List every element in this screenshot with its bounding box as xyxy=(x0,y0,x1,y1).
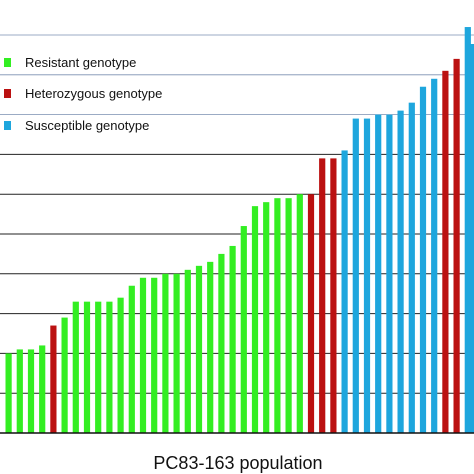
bar xyxy=(16,349,23,433)
bar xyxy=(453,58,460,433)
bar xyxy=(352,118,359,433)
legend-label-heterozygous: Heterozygous genotype xyxy=(25,86,162,101)
bar xyxy=(72,301,79,433)
legend-item-heterozygous: Heterozygous genotype xyxy=(4,86,162,101)
x-axis-label: PC83-163 population xyxy=(153,453,322,473)
bar xyxy=(431,78,438,433)
bar xyxy=(83,301,91,433)
gridlines xyxy=(0,34,474,394)
bar xyxy=(5,353,12,433)
legend-label-resistant: Resistant genotype xyxy=(25,55,136,70)
bar xyxy=(274,198,281,433)
bar xyxy=(285,198,292,433)
bar xyxy=(442,70,449,433)
bar xyxy=(341,150,348,434)
bar xyxy=(408,102,415,433)
bar xyxy=(419,86,427,434)
legend: Resistant genotype Heterozygous genotype… xyxy=(4,55,162,133)
bar xyxy=(173,273,180,433)
bar xyxy=(330,158,337,433)
bar xyxy=(296,194,303,433)
bar xyxy=(319,158,326,433)
legend-item-resistant: Resistant genotype xyxy=(4,55,136,70)
bar xyxy=(263,202,270,433)
bar xyxy=(95,301,102,433)
bar xyxy=(151,277,158,433)
bar xyxy=(184,269,191,433)
bar xyxy=(61,317,68,433)
bar xyxy=(27,349,35,433)
bar xyxy=(464,27,471,433)
bar xyxy=(162,273,169,433)
bar xyxy=(50,325,57,433)
bar xyxy=(307,194,315,433)
bar xyxy=(468,44,474,433)
bar xyxy=(375,114,382,433)
legend-label-susceptible: Susceptible genotype xyxy=(25,118,149,133)
bar xyxy=(106,301,113,433)
bar xyxy=(207,261,214,433)
bar xyxy=(39,345,46,433)
bar xyxy=(240,226,247,433)
bar xyxy=(251,206,259,433)
bar xyxy=(386,114,393,433)
bar xyxy=(117,297,124,433)
bars xyxy=(5,27,474,434)
bar xyxy=(363,118,371,433)
bar xyxy=(195,265,203,433)
legend-swatch-heterozygous xyxy=(4,89,11,98)
bar xyxy=(128,285,135,433)
bar xyxy=(139,277,147,433)
bar xyxy=(218,253,225,433)
legend-swatch-susceptible xyxy=(4,121,11,130)
bar xyxy=(229,245,236,433)
legend-swatch-resistant xyxy=(4,58,11,67)
legend-item-susceptible: Susceptible genotype xyxy=(4,118,149,133)
bar xyxy=(397,110,404,434)
